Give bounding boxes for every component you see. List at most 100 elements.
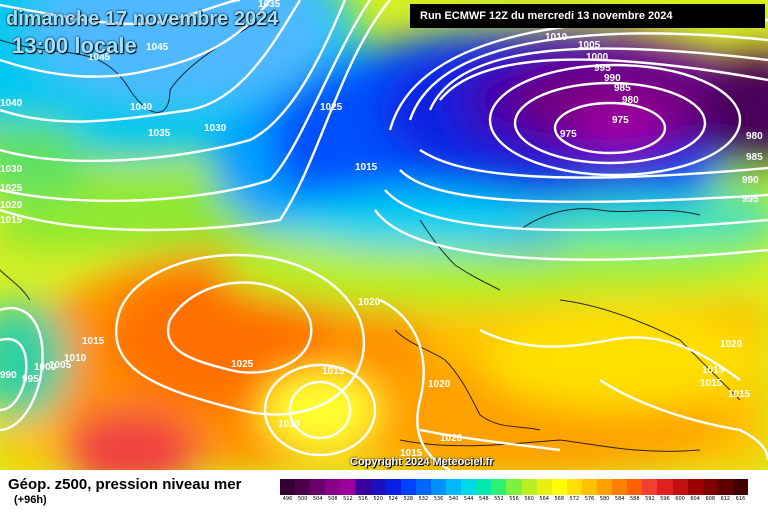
forecast-time: 13:00 locale (12, 33, 137, 58)
legend-label: 568 (554, 496, 565, 502)
legend-label: 512 (343, 496, 353, 502)
lead-time: (+96h) (14, 494, 47, 506)
legend-swatch (642, 479, 658, 495)
legend-label: 600 (675, 496, 685, 502)
legend-label: 548 (479, 496, 489, 502)
legend-label: 532 (418, 496, 429, 502)
isobar-label: 1030 (204, 123, 227, 134)
isobar-label: 1015 (400, 448, 423, 459)
legend-swatch (506, 479, 523, 495)
isobar-label: 1015 (322, 366, 345, 377)
legend-swatch (612, 479, 628, 495)
isobar-label: 1020 (358, 297, 381, 308)
legend-swatch (400, 479, 417, 495)
legend-swatch (415, 479, 432, 495)
legend-label: 528 (403, 496, 414, 502)
geopotential-field: 1035 1045 1045 1040 1040 1035 1030 1030 … (0, 0, 768, 470)
isobar-label: 1015 (355, 162, 378, 173)
legend-label: 500 (297, 496, 308, 502)
legend-swatch (657, 479, 673, 495)
legend-label: 608 (705, 496, 716, 502)
legend-label: 564 (539, 496, 549, 502)
legend-label: 508 (328, 496, 338, 502)
forecast-date: dimanche 17 novembre 2024 (6, 8, 279, 30)
legend-label: 556 (509, 496, 519, 502)
isobar-label: 980 (746, 131, 763, 142)
legend-swatch (340, 479, 356, 495)
legend-swatch (280, 479, 296, 495)
isobar-label: 1015 (700, 378, 723, 389)
isobar-label: 1025 (320, 102, 343, 113)
height-color-field (0, 0, 768, 470)
legend-swatch (491, 479, 507, 495)
legend-swatch (702, 479, 719, 495)
legend-swatch (536, 479, 553, 495)
legend-swatch (566, 479, 583, 495)
isobar-label: 1045 (88, 52, 111, 63)
legend-label: 524 (388, 496, 398, 502)
isobar-label: 995 (594, 63, 611, 74)
legend-swatch (446, 479, 462, 495)
legend-label: 544 (463, 496, 474, 502)
legend-label: 540 (448, 496, 459, 502)
isobar-label: 990 (0, 370, 17, 381)
legend-swatch (597, 479, 613, 495)
legend-swatch (476, 479, 492, 495)
legend-swatch (355, 479, 372, 495)
isobar-label: 995 (22, 374, 39, 385)
isobar-label: 1005 (578, 40, 601, 51)
legend-label: 596 (660, 496, 670, 502)
legend-label: 580 (599, 496, 610, 502)
variable-title: Géop. z500, pression niveau mer (8, 476, 242, 493)
isobar-label: 1020 (428, 379, 451, 390)
legend-label: 588 (629, 496, 640, 502)
legend-label: 552 (494, 496, 504, 502)
isobar-label: 1020 (720, 339, 743, 350)
isobar-label: 1040 (0, 98, 23, 109)
legend-swatch (430, 479, 447, 495)
isobar-label: 980 (622, 95, 639, 106)
isobar-label: 1035 (148, 128, 171, 139)
legend-swatch (295, 479, 311, 495)
copyright-notice: Copyright 2024 Meteociel.fr (350, 456, 494, 468)
isobar-label: 1045 (146, 42, 169, 53)
isobar-label: 975 (560, 129, 577, 140)
isobar-label: 1010 (278, 419, 301, 430)
isobar-label: 985 (746, 152, 763, 163)
isobar-labels: 1035 1045 1045 1040 1040 1035 1030 1030 … (0, 0, 763, 459)
legend-swatch (687, 479, 704, 495)
isobars (0, 0, 768, 470)
isobar-label: 1015 (702, 365, 725, 376)
legend-label: 572 (569, 496, 580, 502)
legend-label: 612 (720, 496, 731, 502)
legend-swatch (310, 479, 326, 495)
legend-swatch (551, 479, 568, 495)
legend-swatch (385, 479, 402, 495)
legend-swatch (672, 479, 689, 495)
isobar-label: 1015 (82, 336, 105, 347)
legend-swatch (732, 479, 749, 495)
isobar-label: 995 (742, 194, 759, 205)
isobar-label: 1010 (545, 32, 568, 43)
isobar-label: 985 (614, 83, 631, 94)
legend-swatch (521, 479, 538, 495)
isobar-label: 1000 (586, 52, 609, 63)
isobar-label: 975 (612, 115, 629, 126)
isobar-label: 1025 (0, 183, 23, 194)
map-footer: Géop. z500, pression niveau mer (+96h) 4… (0, 470, 768, 512)
isobar-label: 1005 (49, 360, 72, 371)
legend-swatch (370, 479, 387, 495)
legend-swatch (717, 479, 734, 495)
legend-label: 504 (312, 496, 323, 502)
isobar-label: 1000 (34, 362, 57, 373)
color-scale-legend: 496 500 504 508 512 516 520 524 528 532 536 540 544 5… (280, 479, 749, 503)
model-run-info: Run ECMWF 12Z du mercredi 13 novembre 20… (410, 4, 765, 28)
legend-swatch (461, 479, 477, 495)
legend-label: 584 (614, 496, 625, 502)
isobar-label: 1015 (728, 389, 751, 400)
legend-swatch (581, 479, 598, 495)
isobar-label: 1020 (440, 433, 463, 444)
legend-label: 576 (584, 496, 595, 502)
legend-label: 516 (358, 496, 368, 502)
isobar-label: 990 (604, 73, 621, 84)
